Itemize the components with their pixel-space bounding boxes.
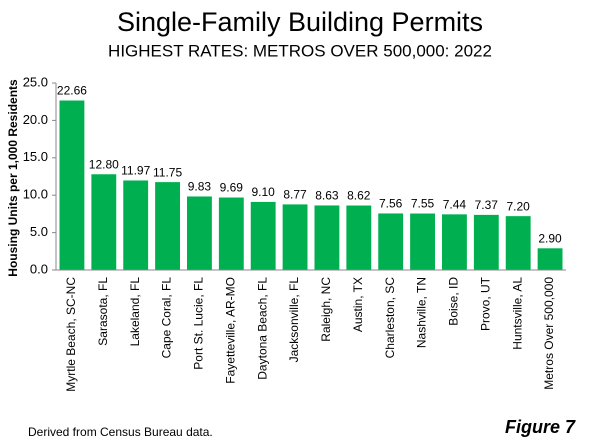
bar — [282, 204, 308, 270]
value-label: 22.66 — [57, 84, 87, 98]
value-label: 7.20 — [507, 199, 531, 213]
value-label: 11.97 — [121, 164, 150, 178]
bar — [91, 174, 117, 270]
value-label: 8.62 — [347, 189, 371, 203]
x-tick-label: Jacksonville, FL — [287, 277, 301, 363]
y-tick-label: 25.0 — [23, 74, 48, 89]
x-tick-label: Huntsville, AL — [510, 277, 524, 350]
footnote: Derived from Census Bureau data. — [28, 425, 213, 439]
value-label: 8.77 — [283, 188, 307, 202]
bar — [346, 205, 372, 270]
value-label: 7.37 — [475, 198, 499, 212]
bar — [505, 216, 531, 270]
bar — [473, 214, 499, 270]
value-label: 7.55 — [411, 197, 435, 211]
figure-label: Figure 7 — [505, 417, 576, 437]
y-tick-label: 10.0 — [23, 187, 48, 202]
value-label: 2.90 — [538, 231, 562, 245]
x-tick-label: Port St. Lucie, FL — [192, 277, 206, 370]
x-tick-label: Metros Over 500,000 — [542, 277, 556, 390]
bar — [218, 197, 244, 270]
chart-subtitle: HIGHEST RATES: METROS OVER 500,000: 2022 — [108, 41, 492, 60]
x-tick-label: Lakeland, FL — [128, 277, 142, 347]
bar — [59, 100, 85, 270]
x-tick-label: Charleston, SC — [383, 277, 397, 359]
bar — [442, 214, 467, 270]
chart-title: Single-Family Building Permits — [117, 7, 483, 37]
y-tick-label: 20.0 — [23, 112, 48, 127]
value-label: 8.63 — [315, 189, 339, 203]
value-label: 9.10 — [252, 185, 276, 199]
x-tick-label: Myrtle Beach, SC-NC — [64, 277, 78, 392]
bar — [378, 213, 404, 270]
x-tick-label: Cape Coral, FL — [160, 277, 174, 359]
x-tick-label: Raleigh, NC — [319, 277, 333, 342]
bar — [410, 213, 435, 270]
bar — [187, 196, 212, 270]
value-label: 12.80 — [89, 157, 119, 171]
x-tick-label: Fayetteville, AR-MO — [223, 277, 237, 384]
bar — [250, 201, 276, 270]
y-axis-label: Housing Units per 1,000 Residents — [6, 79, 20, 277]
bar — [314, 205, 340, 270]
y-tick-label: 5.0 — [30, 224, 48, 239]
x-tick-label: Daytona Beach, FL — [255, 277, 269, 380]
value-label: 7.56 — [379, 197, 403, 211]
x-tick-label: Sarasota, FL — [96, 277, 110, 346]
x-tick-label: Austin, TX — [351, 277, 365, 332]
value-label: 9.83 — [188, 180, 212, 194]
y-tick-label: 0.0 — [30, 261, 48, 276]
x-tick-label: Boise, ID — [447, 277, 461, 326]
value-label: 7.44 — [443, 198, 467, 212]
x-tick-label: Nashville, TN — [415, 277, 429, 348]
bar — [537, 248, 563, 270]
bar — [123, 180, 149, 270]
bar — [155, 182, 180, 270]
value-label: 9.69 — [220, 181, 244, 195]
x-tick-label: Provo, UT — [478, 276, 492, 331]
y-tick-label: 15.0 — [23, 149, 48, 164]
value-label: 11.75 — [153, 165, 182, 179]
